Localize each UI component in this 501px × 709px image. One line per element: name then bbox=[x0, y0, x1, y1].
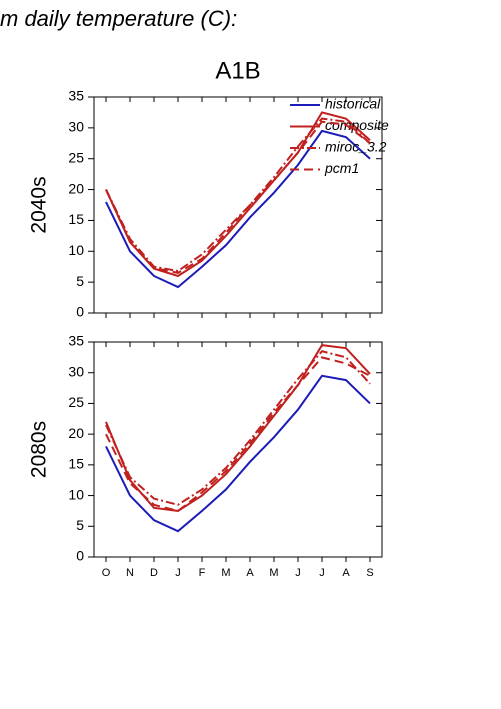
x-tick-label: J bbox=[319, 567, 325, 579]
page-title: m daily temperature (C): bbox=[0, 6, 237, 31]
y-tick-label: 5 bbox=[76, 517, 84, 533]
y-tick-label: 0 bbox=[76, 304, 84, 320]
series-line bbox=[105, 374, 371, 533]
series-line bbox=[105, 129, 371, 289]
x-tick-label: O bbox=[102, 567, 111, 579]
x-tick-label: J bbox=[295, 567, 301, 579]
plot-frame bbox=[93, 96, 383, 314]
y-tick-label: 5 bbox=[76, 273, 84, 289]
y-tick-label: 25 bbox=[68, 394, 84, 410]
x-tick-label: A bbox=[342, 567, 350, 579]
y-axis-label: 2040s bbox=[28, 176, 51, 233]
legend-label: pcm1 bbox=[324, 160, 359, 176]
x-tick-label: J bbox=[175, 567, 181, 579]
y-tick-label: 20 bbox=[68, 180, 84, 196]
y-tick-label: 35 bbox=[68, 88, 84, 104]
y-tick-label: 0 bbox=[76, 548, 84, 564]
series-line bbox=[105, 350, 371, 506]
x-tick-label: S bbox=[366, 567, 373, 579]
series-line bbox=[105, 117, 371, 273]
legend-label: historical bbox=[325, 96, 381, 112]
x-tick-label: M bbox=[269, 567, 278, 579]
y-tick-label: 35 bbox=[68, 333, 84, 349]
x-tick-label: F bbox=[199, 567, 206, 579]
series-line bbox=[105, 356, 371, 513]
x-tick-label: A bbox=[246, 567, 254, 579]
series-line bbox=[105, 111, 371, 278]
series-line bbox=[105, 343, 371, 512]
x-tick-label: N bbox=[126, 567, 134, 579]
y-axis-label: 2080s bbox=[28, 421, 51, 478]
plot-frame bbox=[93, 341, 383, 558]
y-tick-label: 10 bbox=[68, 486, 84, 502]
y-tick-label: 25 bbox=[68, 149, 84, 165]
y-tick-label: 10 bbox=[68, 242, 84, 258]
y-tick-label: 15 bbox=[68, 456, 84, 472]
legend-label: miroc_3.2 bbox=[325, 139, 387, 155]
x-tick-label: D bbox=[150, 567, 158, 579]
x-tick-label: M bbox=[221, 567, 230, 579]
chart-title: A1B bbox=[215, 57, 260, 84]
y-tick-label: 30 bbox=[68, 363, 84, 379]
y-tick-label: 20 bbox=[68, 425, 84, 441]
series-line bbox=[105, 120, 371, 274]
y-tick-label: 15 bbox=[68, 211, 84, 227]
y-tick-label: 30 bbox=[68, 119, 84, 135]
